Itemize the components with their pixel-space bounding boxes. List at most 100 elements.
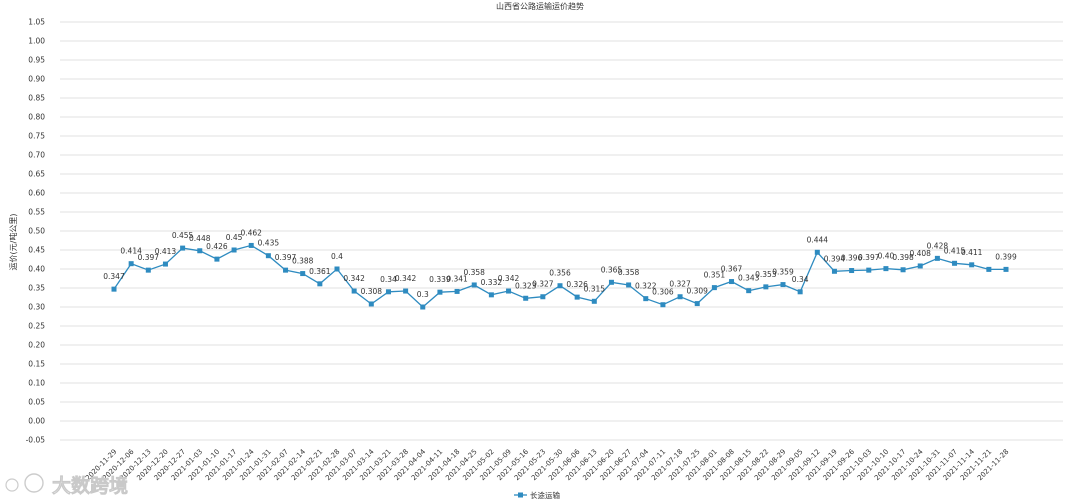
legend-marker bbox=[518, 492, 523, 498]
data-point bbox=[969, 262, 975, 268]
data-point bbox=[866, 267, 872, 273]
data-point bbox=[506, 288, 512, 294]
data-label: 0.415 bbox=[944, 246, 966, 255]
data-point bbox=[643, 296, 649, 302]
y-tick-label: 0.95 bbox=[28, 56, 45, 65]
data-point bbox=[831, 268, 837, 274]
data-label: 0.322 bbox=[635, 282, 657, 291]
data-label: 0.397 bbox=[275, 253, 297, 262]
data-point bbox=[197, 248, 203, 254]
data-label: 0.428 bbox=[927, 241, 949, 250]
data-label: 0.444 bbox=[807, 235, 829, 244]
data-point bbox=[471, 282, 477, 288]
data-label: 0.34 bbox=[380, 275, 397, 284]
data-label: 0.367 bbox=[721, 265, 743, 274]
y-tick-label: 0.75 bbox=[28, 132, 45, 141]
data-point bbox=[626, 282, 632, 288]
data-point bbox=[900, 267, 906, 273]
y-tick-label: 0.00 bbox=[28, 417, 45, 426]
data-point bbox=[711, 285, 717, 291]
data-point bbox=[591, 298, 597, 304]
y-tick-label: 1.05 bbox=[28, 18, 45, 27]
data-point bbox=[608, 279, 614, 285]
y-tick-label: 0.70 bbox=[28, 151, 45, 160]
watermark-text: 大数跨境 bbox=[52, 474, 128, 497]
data-label: 0.309 bbox=[686, 287, 708, 296]
data-label: 0.397 bbox=[138, 253, 160, 262]
data-label: 0.342 bbox=[395, 274, 417, 283]
data-point bbox=[986, 266, 992, 272]
legend[interactable]: 长途运输 bbox=[514, 490, 560, 500]
data-label: 0.327 bbox=[669, 280, 691, 289]
data-point bbox=[385, 289, 391, 295]
data-point bbox=[729, 279, 735, 285]
data-label: 0.341 bbox=[446, 274, 468, 283]
data-point bbox=[746, 288, 752, 294]
legend-label: 长途运输 bbox=[530, 490, 560, 500]
data-label: 0.462 bbox=[240, 228, 262, 237]
data-point bbox=[677, 294, 683, 300]
y-tick-label: 0.20 bbox=[28, 341, 45, 350]
y-tick-label: 0.15 bbox=[28, 360, 45, 369]
data-label: 0.326 bbox=[566, 280, 588, 289]
data-point bbox=[231, 247, 237, 253]
y-tick-label: 0.25 bbox=[28, 322, 45, 331]
data-label: 0.358 bbox=[463, 268, 485, 277]
data-label: 0.342 bbox=[498, 274, 520, 283]
y-tick-label: 0.50 bbox=[28, 227, 45, 236]
y-tick-label: 0.35 bbox=[28, 284, 45, 293]
data-label: 0.358 bbox=[618, 268, 640, 277]
y-tick-label: 0.60 bbox=[28, 189, 45, 198]
data-point bbox=[694, 301, 700, 307]
data-label: 0.435 bbox=[258, 239, 280, 248]
y-tick-label: 0.55 bbox=[28, 208, 45, 217]
data-point bbox=[111, 286, 117, 292]
data-point bbox=[317, 281, 323, 287]
data-label: 0.398 bbox=[892, 253, 914, 262]
data-label: 0.455 bbox=[172, 231, 194, 240]
data-label: 0.45 bbox=[226, 233, 243, 242]
data-point bbox=[849, 268, 855, 274]
data-point bbox=[557, 283, 563, 289]
data-point bbox=[368, 301, 374, 307]
data-point bbox=[180, 245, 186, 251]
x-axis-ticks: 2020-11-292020-12-062020-12-132020-12-20… bbox=[84, 447, 1010, 482]
data-point bbox=[952, 260, 958, 266]
data-labels: 0.3470.4140.3970.4130.4550.4480.4260.450… bbox=[103, 228, 1017, 299]
data-point bbox=[128, 261, 134, 267]
data-label: 0.448 bbox=[189, 234, 211, 243]
y-tick-label: 0.10 bbox=[28, 379, 45, 388]
y-tick-label: 0.40 bbox=[28, 265, 45, 274]
data-label: 0.327 bbox=[532, 280, 554, 289]
data-label: 0.347 bbox=[103, 272, 125, 281]
grid-lines bbox=[60, 21, 1063, 441]
data-point bbox=[814, 249, 820, 255]
data-label: 0.343 bbox=[738, 274, 760, 283]
data-label: 0.323 bbox=[515, 281, 537, 290]
data-label: 0.411 bbox=[961, 248, 983, 257]
data-label: 0.414 bbox=[120, 247, 142, 256]
data-point bbox=[917, 263, 923, 269]
data-point bbox=[265, 253, 271, 259]
data-point bbox=[523, 295, 529, 301]
y-tick-label: 0.65 bbox=[28, 170, 45, 179]
data-label: 0.40 bbox=[878, 252, 895, 261]
y-tick-label: -0.05 bbox=[26, 436, 46, 445]
y-tick-label: 0.85 bbox=[28, 94, 45, 103]
data-label: 0.361 bbox=[309, 267, 331, 276]
data-point bbox=[934, 255, 940, 261]
watermark: 大数跨境 bbox=[5, 473, 128, 497]
data-label: 0.339 bbox=[429, 275, 451, 284]
data-point bbox=[763, 284, 769, 290]
data-point bbox=[540, 294, 546, 300]
data-point bbox=[780, 282, 786, 288]
data-label: 0.396 bbox=[841, 254, 863, 263]
data-label: 0.351 bbox=[704, 271, 726, 280]
y-tick-label: 0.45 bbox=[28, 246, 45, 255]
data-point bbox=[454, 288, 460, 294]
data-label: 0.306 bbox=[652, 288, 674, 297]
data-point bbox=[145, 267, 151, 273]
watermark-logo-icon bbox=[5, 478, 19, 492]
data-point bbox=[660, 302, 666, 308]
